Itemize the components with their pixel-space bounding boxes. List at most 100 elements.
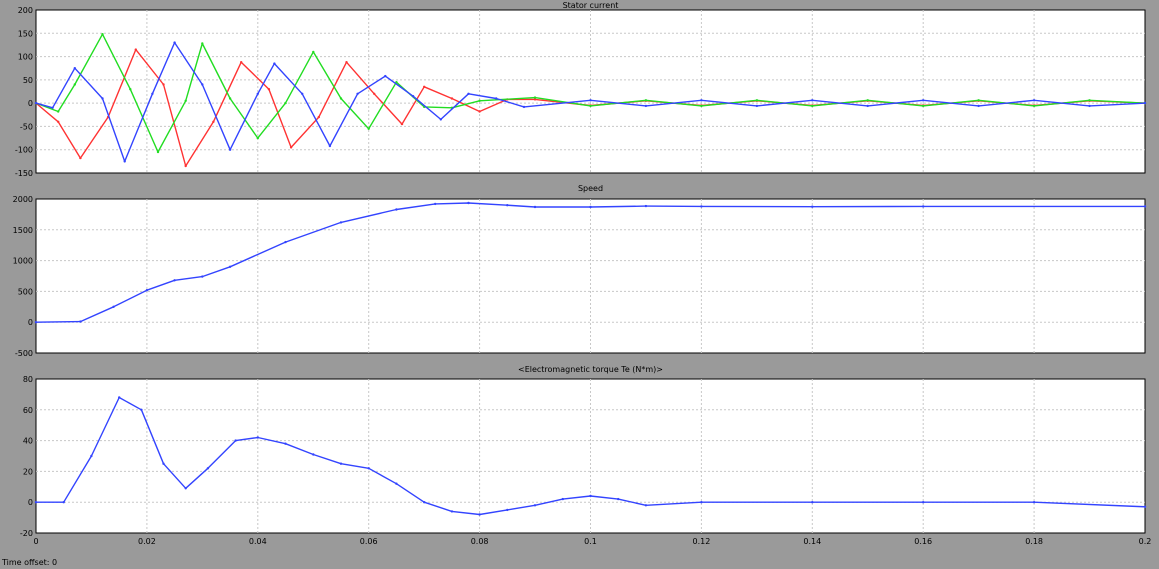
data-point: [395, 81, 398, 84]
data-point: [434, 202, 437, 206]
data-point: [301, 92, 304, 96]
time-offset-label: Time offset: 0: [1, 558, 57, 567]
data-point: [617, 497, 620, 501]
data-point: [811, 205, 814, 208]
series-line-2-1: [35, 202, 1145, 323]
x-tick-label: 0.14: [803, 537, 821, 546]
data-point: [866, 99, 869, 102]
data-point: [866, 104, 869, 108]
data-point: [339, 97, 343, 100]
data-point: [700, 501, 703, 504]
y-tick-label: 80: [23, 375, 33, 384]
data-point: [256, 436, 259, 439]
data-point: [373, 92, 376, 96]
data-point: [34, 321, 38, 324]
data-point: [811, 501, 814, 504]
data-point: [533, 98, 537, 101]
data-point: [145, 289, 149, 292]
data-point: [561, 497, 564, 501]
data-point: [156, 150, 160, 154]
data-point: [317, 115, 320, 119]
data-point: [201, 83, 204, 86]
data-point: [1143, 101, 1147, 105]
data-point: [339, 221, 343, 224]
y-tick-label: 1500: [13, 226, 33, 235]
data-point: [423, 501, 426, 504]
data-point: [57, 120, 60, 124]
data-point: [173, 279, 176, 282]
data-point: [478, 513, 481, 516]
data-point: [284, 442, 287, 445]
data-point: [101, 97, 104, 100]
data-point: [228, 265, 232, 268]
y-tick-label: 50: [23, 76, 33, 85]
data-point: [644, 99, 648, 102]
data-point: [234, 439, 237, 442]
y-tick-label: 0: [28, 99, 33, 108]
data-point: [1032, 99, 1036, 102]
data-point: [1088, 99, 1091, 102]
data-point: [367, 127, 370, 130]
y-tick-label: 20: [23, 467, 33, 476]
y-tick-label: 60: [23, 406, 33, 415]
panel-title-1: Stator current: [563, 1, 619, 10]
data-point: [289, 146, 293, 149]
data-point: [162, 462, 165, 465]
x-tick-label: 0.02: [138, 537, 156, 546]
data-point: [495, 97, 498, 100]
data-point: [589, 494, 592, 498]
data-point: [90, 454, 93, 458]
data-point: [273, 62, 276, 65]
data-point: [478, 99, 481, 103]
data-point: [450, 510, 454, 513]
data-point: [256, 136, 259, 140]
data-point: [395, 482, 398, 485]
data-point: [328, 144, 332, 148]
data-point: [101, 33, 104, 36]
y-tick-label: 100: [18, 53, 33, 62]
data-point: [284, 101, 287, 105]
y-tick-label: -20: [20, 529, 33, 538]
data-point: [522, 105, 526, 109]
data-point: [439, 118, 442, 121]
data-point: [533, 504, 537, 507]
data-point: [977, 99, 980, 102]
data-point: [395, 208, 398, 211]
data-point: [240, 61, 243, 64]
data-point: [162, 83, 165, 86]
data-point: [34, 101, 38, 105]
data-point: [755, 99, 759, 102]
data-point: [284, 240, 287, 244]
data-point: [423, 85, 426, 89]
x-tick-label: 0.04: [249, 537, 267, 546]
data-point: [533, 205, 537, 209]
data-point: [1143, 505, 1147, 508]
data-point: [339, 462, 343, 465]
data-point: [345, 61, 348, 64]
panel-title-2: Speed: [578, 184, 603, 193]
data-point: [589, 104, 592, 108]
y-tick-label: 2000: [13, 195, 33, 204]
data-point: [700, 205, 703, 208]
data-point: [506, 508, 509, 512]
data-point: [212, 120, 215, 124]
data-point: [173, 41, 176, 44]
y-tick-label: 150: [18, 29, 33, 38]
x-tick-label: 0.18: [1025, 537, 1043, 546]
data-point: [644, 504, 648, 507]
data-point: [140, 408, 143, 411]
data-point: [79, 156, 82, 160]
data-point: [400, 122, 404, 126]
data-point: [922, 205, 925, 208]
data-point: [367, 467, 370, 470]
y-tick-label: 0: [28, 498, 33, 507]
data-point: [467, 201, 470, 205]
data-point: [118, 396, 121, 399]
data-point: [184, 487, 187, 490]
data-point: [267, 88, 271, 91]
data-point: [73, 67, 77, 70]
data-point: [700, 99, 703, 102]
y-tick-label: 200: [18, 6, 33, 15]
data-point: [977, 104, 980, 108]
